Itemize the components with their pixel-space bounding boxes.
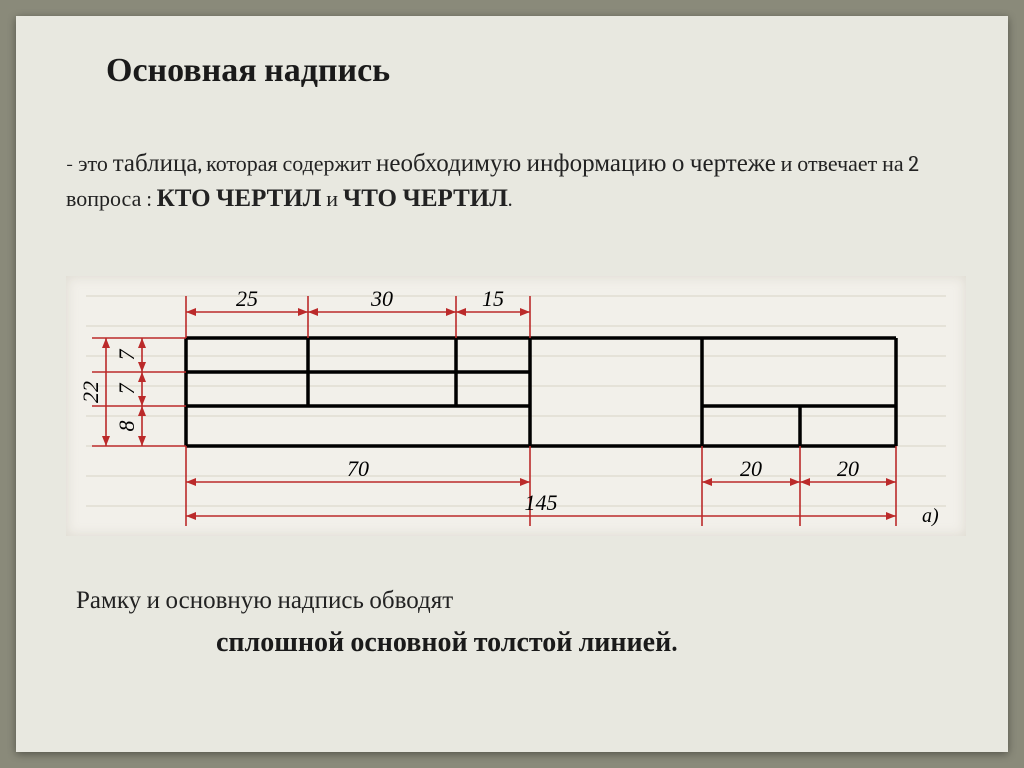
t4: необходимую информацию о чертеже — [376, 149, 776, 178]
svg-text:15: 15 — [482, 286, 504, 311]
title-block-diagram: 25 30 15 7 7 8 22 70 145 20 20 а) — [66, 276, 966, 536]
diagram-svg: 25 30 15 7 7 8 22 70 145 20 20 а) — [66, 276, 966, 536]
t8: ЧТО ЧЕРТИЛ — [343, 184, 508, 213]
svg-text:25: 25 — [236, 286, 258, 311]
svg-text:145: 145 — [525, 490, 558, 515]
t3: , которая содержит — [197, 151, 376, 177]
svg-text:а): а) — [922, 505, 939, 527]
svg-text:20: 20 — [837, 456, 859, 481]
svg-text:30: 30 — [370, 286, 393, 311]
t7: и — [321, 186, 342, 212]
t6: КТО ЧЕРТИЛ — [157, 184, 322, 213]
svg-text:7: 7 — [114, 349, 139, 361]
description: - это таблица, которая содержит необходи… — [66, 146, 968, 216]
svg-text:70: 70 — [347, 456, 369, 481]
slide: Основная надпись - это таблица, которая … — [16, 16, 1008, 752]
t1: - это — [66, 151, 113, 177]
footer-line-2: сплошной основной толстой линией. — [216, 626, 678, 659]
t2: таблица — [113, 149, 198, 178]
slide-title: Основная надпись — [106, 50, 390, 90]
svg-text:22: 22 — [78, 381, 103, 403]
svg-text:7: 7 — [114, 383, 139, 395]
footer-line-1: Рамку и основную надпись обводят — [76, 586, 453, 615]
svg-text:8: 8 — [114, 421, 139, 432]
t9: . — [508, 186, 513, 212]
svg-text:20: 20 — [740, 456, 762, 481]
